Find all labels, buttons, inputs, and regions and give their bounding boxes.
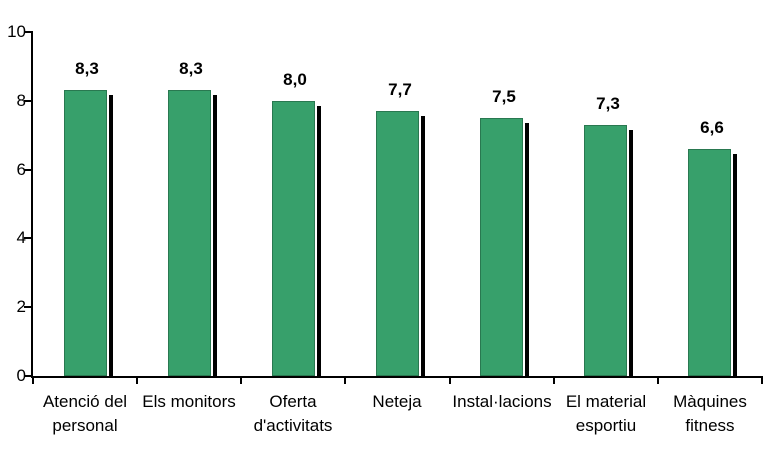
bar-value-label: 8,0 (283, 70, 307, 89)
category-label: El material esportiu (565, 392, 647, 435)
bar (480, 118, 523, 376)
bar-shadow (629, 130, 633, 378)
y-tick-label: 10 (7, 22, 26, 41)
bar-shadow (213, 95, 217, 378)
bar (688, 149, 731, 376)
bar-shadow (733, 154, 737, 378)
x-tick (761, 376, 763, 384)
x-axis-line (31, 376, 763, 378)
bar (584, 125, 627, 376)
x-tick (136, 376, 138, 384)
y-axis-line (31, 31, 33, 378)
bar (168, 90, 211, 376)
bar (272, 101, 315, 376)
y-tick (24, 168, 32, 171)
category-label: Atenció del personal (42, 392, 128, 435)
x-tick (344, 376, 346, 384)
bar-shadow (109, 95, 113, 378)
y-tick (24, 237, 32, 240)
bar-value-label: 7,3 (596, 94, 620, 113)
y-tick-label: 0 (16, 366, 26, 385)
x-tick (32, 376, 34, 384)
category-label: Neteja (372, 392, 422, 411)
bar-value-label: 7,7 (388, 80, 412, 99)
y-tick (24, 99, 32, 102)
category-label: Instal·lacions (452, 392, 552, 411)
bar-value-label: 6,6 (700, 118, 724, 137)
x-tick (449, 376, 451, 384)
y-tick-label: 4 (16, 228, 26, 248)
y-tick (24, 31, 32, 33)
bar-value-label: 8,3 (179, 59, 203, 78)
x-tick (553, 376, 555, 384)
bar (376, 111, 419, 376)
bar-value-label: 7,5 (492, 87, 516, 106)
x-tick (240, 376, 242, 384)
y-tick-label: 6 (16, 159, 26, 179)
bar-shadow (525, 123, 529, 378)
bar-shadow (317, 106, 321, 378)
y-tick (24, 306, 32, 309)
x-tick (657, 376, 659, 384)
y-tick-label: 8 (16, 90, 26, 110)
category-label: Màquines fitness (673, 392, 747, 435)
bar-value-label: 8,3 (75, 59, 99, 78)
category-label: Els monitors (142, 392, 236, 411)
y-tick (24, 375, 32, 377)
category-label: Oferta d'activitats (253, 392, 333, 435)
bar (64, 90, 107, 376)
bar-shadow (421, 116, 425, 378)
y-tick-label: 2 (16, 297, 26, 317)
